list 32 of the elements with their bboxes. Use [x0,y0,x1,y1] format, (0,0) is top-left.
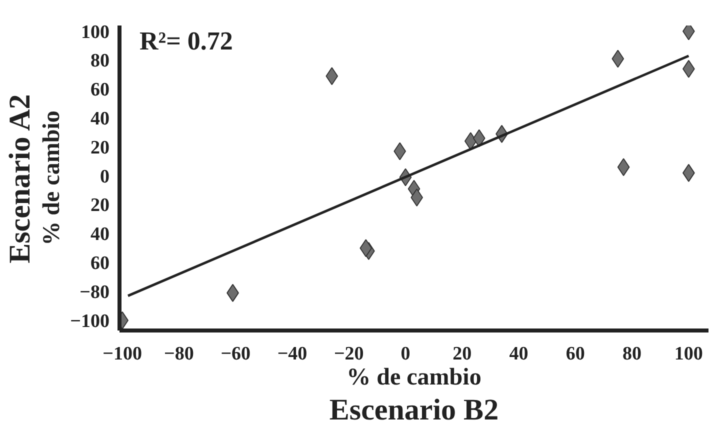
x-tick-label: −60 [220,344,251,364]
text: Escenario A2 [4,94,36,264]
y-tick-label: 0 [100,166,110,188]
x-tick-label: 60 [566,344,585,364]
y-tick-label: 80 [90,50,110,72]
x-tick-label: −20 [334,344,364,364]
x-tick-label: 40 [509,344,528,364]
point [612,50,624,68]
x-axis-title: % de cambio [346,364,482,390]
x-tick-label: −80 [164,344,194,364]
point [394,142,406,160]
y-axis-title: % de cambio [39,110,66,246]
text: Escenario B2 [329,394,499,426]
y-tick-label: −100 [70,310,110,332]
y-tick-label: 60 [90,80,110,101]
y-tick-label: 60 [90,253,110,274]
y-tick-label: 20 [90,195,110,216]
point [360,239,372,258]
point [472,129,486,148]
x-tick-label: 80 [622,344,642,364]
y-tick-label: 20 [90,137,110,158]
y-tick-label: 40 [90,108,110,130]
point [326,67,338,86]
y-tick-label: 40 [90,224,110,246]
x-tick-label: 0 [400,344,410,364]
point [617,158,630,176]
annotation: R²= 0.72 [140,26,233,56]
x-tick-label: 20 [452,344,472,364]
y-tick-label: −80 [80,282,110,303]
y-tick-label: 100 [81,22,110,43]
x-tick-label: −40 [277,344,308,364]
x-tick-label: 100 [674,344,703,364]
